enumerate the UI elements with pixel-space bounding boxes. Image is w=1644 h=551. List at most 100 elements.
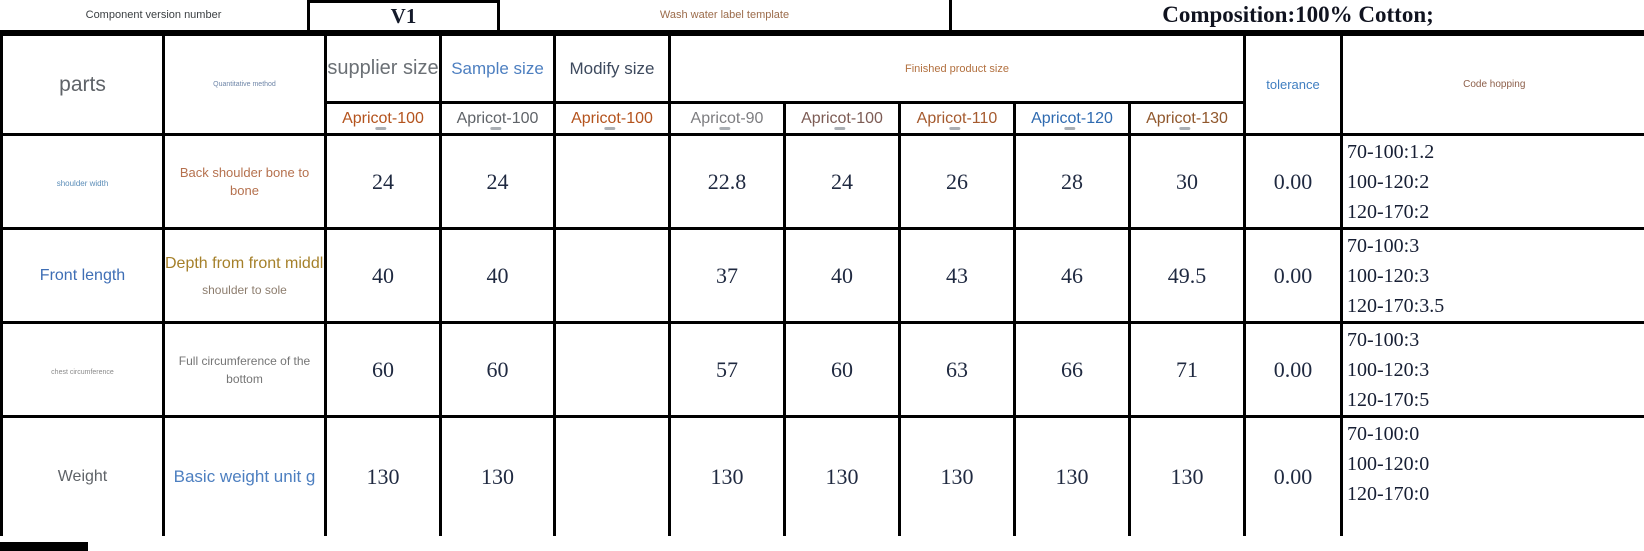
col-header-tolerance: tolerance	[1243, 33, 1343, 136]
finished-110-cell[interactable]: 63	[898, 321, 1016, 418]
finished-90-cell[interactable]: 37	[668, 227, 786, 324]
size-label-apricot-110[interactable]: Apricot-110	[898, 101, 1016, 136]
method-sublabel: shoulder to sole	[202, 282, 287, 297]
code-hopping-line: 100-120:3	[1347, 265, 1430, 287]
col-header-modify-size: Modify size	[553, 33, 671, 104]
finished-120-cell[interactable]: 46	[1013, 227, 1131, 324]
size-label-apricot-90[interactable]: Apricot-90	[668, 101, 786, 136]
size-label-sample[interactable]: Apricot-100	[439, 101, 556, 136]
method-cell[interactable]: Depth from front middle shoulder to sole	[162, 227, 327, 324]
tolerance-cell[interactable]: 0.00	[1243, 227, 1343, 324]
method-label: Depth from front middle	[165, 254, 326, 272]
supplier-value-cell[interactable]: 24	[324, 133, 442, 230]
modify-value-cell[interactable]	[553, 133, 671, 230]
finished-120-cell[interactable]: 28	[1013, 133, 1131, 230]
code-hopping-line: 70-100:3	[1347, 329, 1420, 351]
bottom-left-dark-bar	[0, 542, 88, 551]
finished-130-cell[interactable]: 71	[1128, 321, 1246, 418]
part-label: Front length	[39, 266, 126, 284]
finished-100-cell[interactable]: 130	[783, 415, 901, 536]
part-cell[interactable]: Weight	[0, 415, 165, 536]
sample-value-cell[interactable]: 40	[439, 227, 556, 324]
sample-value-cell[interactable]: 24	[439, 133, 556, 230]
finished-130-cell[interactable]: 49.5	[1128, 227, 1246, 324]
part-label: chest circumference	[51, 368, 114, 376]
finished-120-cell[interactable]: 66	[1013, 321, 1131, 418]
size-label-modify[interactable]: Apricot-100	[553, 101, 671, 136]
table-row-front-length: Front length Depth from front middle sho…	[0, 227, 1644, 324]
col-header-sample-size: Sample size	[439, 33, 556, 104]
code-hopping-cell[interactable]: 70-100:3 100-120:3 120-170:5	[1340, 321, 1644, 418]
finished-90-cell[interactable]: 57	[668, 321, 786, 418]
code-hopping-line: 70-100:0	[1347, 423, 1420, 445]
finished-100-cell[interactable]: 40	[783, 227, 901, 324]
finished-110-cell[interactable]: 26	[898, 133, 1016, 230]
col-header-code-hopping: Code hopping	[1340, 33, 1644, 136]
sample-value-cell[interactable]: 60	[439, 321, 556, 418]
composition-cell[interactable]: Composition:100% Cotton;	[952, 0, 1644, 30]
size-table: parts Quantitative method supplier size …	[0, 33, 1644, 536]
col-header-finished-product-size: Finished product size	[668, 33, 1246, 104]
component-version-label: Component version number	[85, 9, 222, 21]
supplier-value-cell[interactable]: 130	[324, 415, 442, 536]
code-hopping-line: 120-170:3.5	[1347, 295, 1445, 317]
finished-110-cell[interactable]: 130	[898, 415, 1016, 536]
code-hopping-line: 120-170:5	[1347, 389, 1430, 411]
finished-120-cell[interactable]: 130	[1013, 415, 1131, 536]
size-label-apricot-130[interactable]: Apricot-130	[1128, 101, 1245, 136]
method-cell[interactable]: Full circumference of the bottom	[162, 321, 327, 418]
finished-130-cell[interactable]: 30	[1128, 133, 1246, 230]
table-row-shoulder-width: shoulder width Back shoulder bone to bon…	[0, 133, 1644, 230]
code-hopping-cell[interactable]: 70-100:1.2 100-120:2 120-170:2	[1340, 133, 1644, 230]
supplier-value-cell[interactable]: 60	[324, 321, 442, 418]
finished-90-cell[interactable]: 130	[668, 415, 786, 536]
part-cell[interactable]: Front length	[0, 227, 165, 324]
size-label-supplier[interactable]: Apricot-100	[324, 101, 442, 136]
finished-100-cell[interactable]: 24	[783, 133, 901, 230]
modify-value-cell[interactable]	[553, 415, 671, 536]
part-label: Weight	[57, 467, 108, 485]
code-hopping-line: 100-120:2	[1347, 171, 1430, 193]
tolerance-cell[interactable]: 0.00	[1243, 321, 1343, 418]
finished-110-cell[interactable]: 43	[898, 227, 1016, 324]
col-header-supplier-size: supplier size	[324, 33, 442, 104]
code-hopping-line: 100-120:0	[1347, 453, 1430, 475]
method-label: Full circumference of the bottom	[178, 353, 311, 386]
col-header-parts: parts	[0, 33, 165, 136]
tolerance-cell[interactable]: 0.00	[1243, 133, 1343, 230]
component-version-cell: Component version number	[0, 0, 310, 30]
sample-value-cell[interactable]: 130	[439, 415, 556, 536]
finished-90-cell[interactable]: 22.8	[668, 133, 786, 230]
code-hopping-line: 120-170:0	[1347, 483, 1430, 505]
size-label-apricot-120[interactable]: Apricot-120	[1013, 101, 1131, 136]
part-cell[interactable]: shoulder width	[0, 133, 165, 230]
composition-text: Composition:100% Cotton;	[1162, 2, 1434, 27]
finished-130-cell[interactable]: 130	[1128, 415, 1246, 536]
code-hopping-line: 70-100:3	[1347, 235, 1420, 257]
code-hopping-cell[interactable]: 70-100:3 100-120:3 120-170:3.5	[1340, 227, 1644, 324]
wash-label-template-label: Wash water label template	[659, 9, 790, 21]
code-hopping-line: 100-120:3	[1347, 359, 1430, 381]
part-label: shoulder width	[56, 178, 109, 188]
tolerance-cell[interactable]: 0.00	[1243, 415, 1343, 536]
table-row-chest-circumference: chest circumference Full circumference o…	[0, 321, 1644, 418]
code-hopping-line: 120-170:2	[1347, 201, 1430, 223]
size-label-apricot-100[interactable]: Apricot-100	[783, 101, 901, 136]
modify-value-cell[interactable]	[553, 227, 671, 324]
code-hopping-line: 70-100:1.2	[1347, 141, 1435, 163]
table-row-weight: Weight Basic weight unit g 130 130 130 1…	[0, 415, 1644, 536]
modify-value-cell[interactable]	[553, 321, 671, 418]
supplier-value-cell[interactable]: 40	[324, 227, 442, 324]
method-cell[interactable]: Basic weight unit g	[162, 415, 327, 536]
part-cell[interactable]: chest circumference	[0, 321, 165, 418]
finished-100-cell[interactable]: 60	[783, 321, 901, 418]
code-hopping-cell[interactable]: 70-100:0 100-120:0 120-170:0	[1340, 415, 1644, 536]
top-row: Component version number V1 Wash water l…	[0, 0, 1644, 33]
wash-label-template-cell[interactable]: Wash water label template	[500, 0, 952, 30]
method-cell[interactable]: Back shoulder bone to bone	[162, 133, 327, 230]
col-header-quantitative-method: Quantitative method	[162, 33, 327, 136]
version-value-cell[interactable]: V1	[310, 0, 500, 30]
method-label: Basic weight unit g	[173, 466, 316, 486]
method-label: Back shoulder bone to bone	[179, 164, 310, 198]
